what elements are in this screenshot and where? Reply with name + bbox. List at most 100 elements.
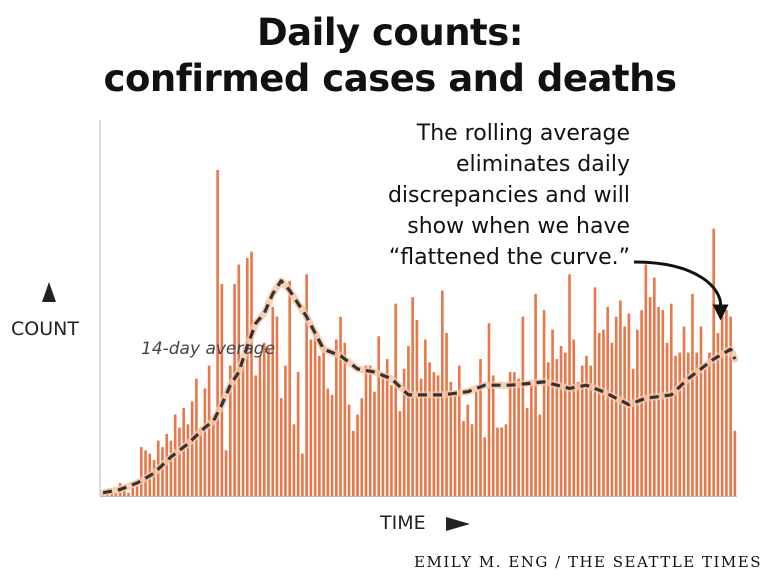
bar (203, 388, 207, 496)
bar (288, 280, 291, 496)
bar (500, 427, 503, 496)
bar (513, 372, 516, 496)
bar (428, 362, 431, 496)
bar (216, 170, 219, 496)
bar (114, 492, 118, 496)
bar (542, 310, 546, 496)
bar (466, 404, 470, 496)
right-triangle-icon (446, 517, 470, 531)
bar (381, 375, 385, 496)
bar (636, 329, 639, 496)
bar (453, 391, 457, 496)
bar (335, 339, 338, 496)
bar (631, 368, 635, 496)
bar (504, 424, 508, 496)
bar (517, 378, 520, 496)
bar (563, 352, 567, 496)
bar (186, 424, 190, 496)
bar (326, 388, 330, 496)
bar (407, 346, 410, 496)
bar (686, 352, 690, 496)
bar (555, 359, 559, 496)
bar (695, 352, 699, 496)
bar (674, 355, 677, 496)
bar (330, 394, 334, 496)
bar (224, 450, 228, 496)
bar (220, 284, 224, 496)
bar (322, 346, 325, 496)
bar (424, 339, 427, 496)
bar (449, 381, 453, 496)
bar (360, 398, 364, 496)
bar (491, 375, 495, 496)
bar (364, 365, 368, 496)
up-triangle-icon (42, 282, 56, 302)
bar (339, 316, 342, 496)
bar (245, 258, 249, 496)
bar (275, 316, 279, 496)
bar (508, 372, 512, 496)
bar (479, 359, 482, 496)
bar (487, 323, 491, 496)
bar (377, 336, 381, 496)
bar (445, 333, 448, 496)
bar (589, 365, 593, 496)
bar (190, 401, 194, 496)
average-line-halo (99, 277, 739, 497)
bar (415, 319, 419, 496)
annotation-line-3: discrepancies and will (387, 183, 630, 208)
bar (402, 368, 406, 496)
bar (580, 365, 584, 496)
bar (258, 355, 262, 496)
bar (301, 453, 304, 496)
bar (682, 326, 686, 496)
bar (585, 355, 588, 496)
bar (241, 365, 245, 496)
bar (436, 375, 440, 496)
y-axis-label: COUNT (11, 318, 79, 340)
bar (284, 365, 287, 496)
bar (661, 310, 665, 496)
bar (161, 447, 164, 496)
bar (653, 277, 656, 496)
bar (123, 489, 126, 496)
bar (313, 333, 317, 496)
bar (614, 316, 618, 496)
bar (432, 372, 436, 496)
bar (347, 404, 351, 496)
bar (262, 342, 266, 496)
bar (657, 306, 660, 496)
bar (351, 430, 355, 496)
chart-title-line-1: Daily counts: (256, 11, 524, 54)
bar (127, 492, 130, 496)
bar (669, 303, 673, 496)
x-axis-label: TIME (380, 512, 426, 534)
bar (229, 365, 232, 496)
annotation-line-1: The rolling average (416, 121, 630, 146)
bar (699, 326, 703, 496)
average-line-label: 14-day average (141, 339, 275, 359)
bar (665, 342, 669, 496)
bar (483, 437, 487, 496)
bar (733, 430, 737, 496)
bar (199, 427, 202, 496)
bar (729, 316, 732, 496)
bar (547, 362, 550, 496)
bar (309, 339, 313, 496)
bar (457, 365, 461, 496)
bar (474, 391, 478, 496)
bar (305, 274, 308, 496)
bar (318, 355, 321, 496)
curved-arrow-icon (633, 260, 723, 307)
bar (250, 251, 253, 496)
bar (606, 306, 609, 496)
bar (356, 414, 359, 496)
bar (144, 450, 147, 496)
bar (691, 293, 694, 496)
credit-line: EMILY M. ENG / THE SEATTLE TIMES (414, 553, 762, 571)
bar (207, 365, 211, 496)
bar (610, 342, 614, 496)
bar (267, 349, 270, 496)
bar (525, 407, 529, 496)
